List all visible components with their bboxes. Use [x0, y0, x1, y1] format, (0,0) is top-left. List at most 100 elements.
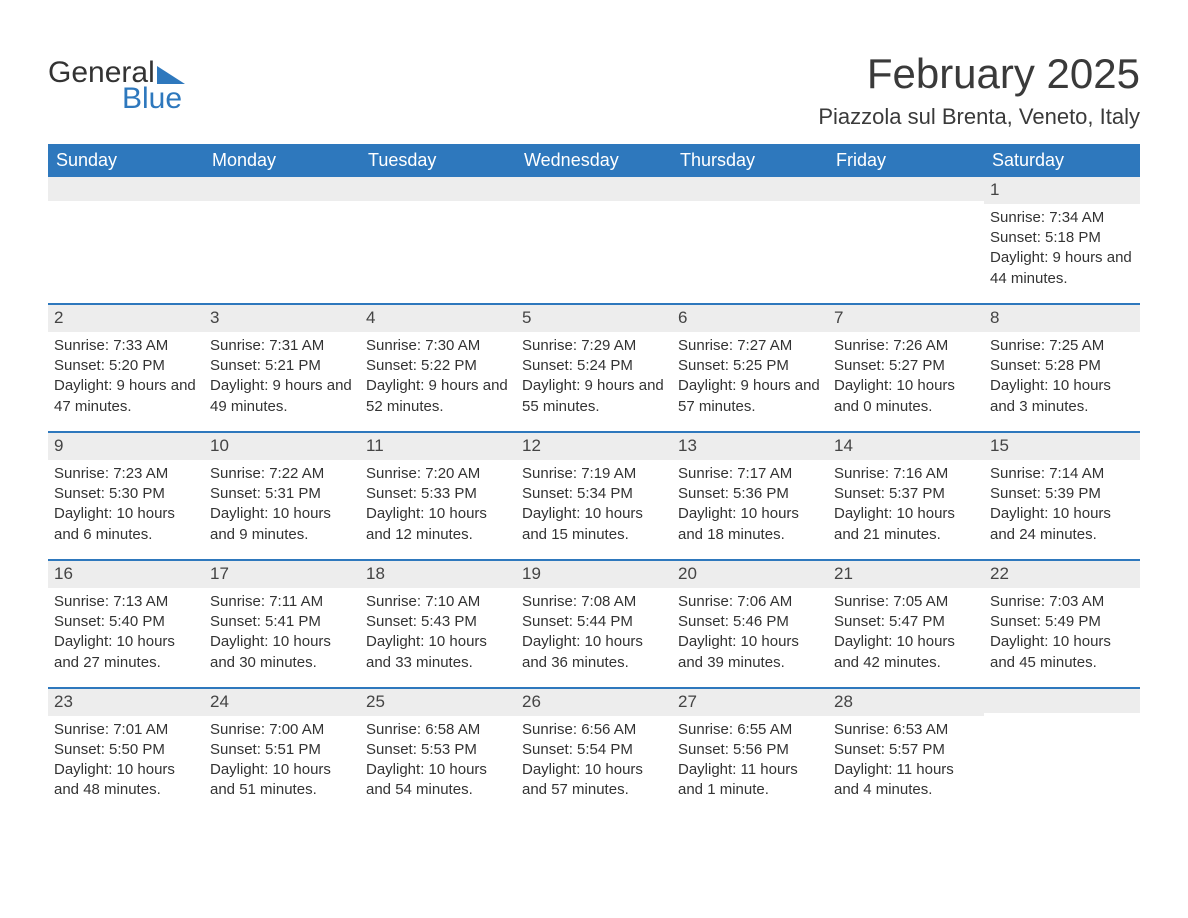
- sunset-text: Sunset: 5:31 PM: [210, 484, 354, 504]
- calendar-day: 13Sunrise: 7:17 AMSunset: 5:36 PMDayligh…: [672, 433, 828, 559]
- sunset-text: Sunset: 5:24 PM: [522, 356, 666, 376]
- sunset-text: Sunset: 5:49 PM: [990, 612, 1134, 632]
- logo-word2: Blue: [48, 84, 185, 114]
- title-block: February 2025 Piazzola sul Brenta, Venet…: [818, 50, 1140, 130]
- calendar-weeks: 1Sunrise: 7:34 AMSunset: 5:18 PMDaylight…: [48, 177, 1140, 815]
- weekday-header: Friday: [828, 144, 984, 177]
- daylight-text: Daylight: 10 hours and 54 minutes.: [366, 760, 510, 801]
- weekday-header: Monday: [204, 144, 360, 177]
- sunrise-text: Sunrise: 7:31 AM: [210, 336, 354, 356]
- day-number: 14: [828, 433, 984, 460]
- day-number: 21: [828, 561, 984, 588]
- sunrise-text: Sunrise: 7:22 AM: [210, 464, 354, 484]
- calendar-day: 8Sunrise: 7:25 AMSunset: 5:28 PMDaylight…: [984, 305, 1140, 431]
- sunrise-text: Sunrise: 7:00 AM: [210, 720, 354, 740]
- day-number: 18: [360, 561, 516, 588]
- sunset-text: Sunset: 5:40 PM: [54, 612, 198, 632]
- sunset-text: Sunset: 5:57 PM: [834, 740, 978, 760]
- day-number: [828, 177, 984, 201]
- day-number: 11: [360, 433, 516, 460]
- day-number: 19: [516, 561, 672, 588]
- calendar-day: [360, 177, 516, 303]
- calendar-day: 25Sunrise: 6:58 AMSunset: 5:53 PMDayligh…: [360, 689, 516, 815]
- sunrise-text: Sunrise: 7:11 AM: [210, 592, 354, 612]
- sunset-text: Sunset: 5:50 PM: [54, 740, 198, 760]
- daylight-text: Daylight: 10 hours and 12 minutes.: [366, 504, 510, 545]
- calendar-day: 22Sunrise: 7:03 AMSunset: 5:49 PMDayligh…: [984, 561, 1140, 687]
- sunrise-text: Sunrise: 7:30 AM: [366, 336, 510, 356]
- sunrise-text: Sunrise: 7:05 AM: [834, 592, 978, 612]
- daylight-text: Daylight: 10 hours and 48 minutes.: [54, 760, 198, 801]
- day-number: 9: [48, 433, 204, 460]
- daylight-text: Daylight: 10 hours and 57 minutes.: [522, 760, 666, 801]
- sunrise-text: Sunrise: 7:08 AM: [522, 592, 666, 612]
- day-number: 28: [828, 689, 984, 716]
- calendar-week: 23Sunrise: 7:01 AMSunset: 5:50 PMDayligh…: [48, 687, 1140, 815]
- day-number: 12: [516, 433, 672, 460]
- calendar-day: [828, 177, 984, 303]
- calendar-day: 12Sunrise: 7:19 AMSunset: 5:34 PMDayligh…: [516, 433, 672, 559]
- calendar-day: 16Sunrise: 7:13 AMSunset: 5:40 PMDayligh…: [48, 561, 204, 687]
- daylight-text: Daylight: 10 hours and 33 minutes.: [366, 632, 510, 673]
- calendar-day: 9Sunrise: 7:23 AMSunset: 5:30 PMDaylight…: [48, 433, 204, 559]
- day-number: 10: [204, 433, 360, 460]
- day-number: 25: [360, 689, 516, 716]
- calendar-day: [204, 177, 360, 303]
- day-number: 22: [984, 561, 1140, 588]
- weekday-header: Tuesday: [360, 144, 516, 177]
- day-number: 6: [672, 305, 828, 332]
- daylight-text: Daylight: 9 hours and 52 minutes.: [366, 376, 510, 417]
- daylight-text: Daylight: 10 hours and 36 minutes.: [522, 632, 666, 673]
- sunrise-text: Sunrise: 7:14 AM: [990, 464, 1134, 484]
- sunset-text: Sunset: 5:20 PM: [54, 356, 198, 376]
- calendar-day: 3Sunrise: 7:31 AMSunset: 5:21 PMDaylight…: [204, 305, 360, 431]
- month-title: February 2025: [818, 50, 1140, 98]
- day-number: 1: [984, 177, 1140, 204]
- day-number: [360, 177, 516, 201]
- day-number: 20: [672, 561, 828, 588]
- day-number: 26: [516, 689, 672, 716]
- calendar-day: 28Sunrise: 6:53 AMSunset: 5:57 PMDayligh…: [828, 689, 984, 815]
- day-number: [672, 177, 828, 201]
- daylight-text: Daylight: 9 hours and 57 minutes.: [678, 376, 822, 417]
- daylight-text: Daylight: 9 hours and 47 minutes.: [54, 376, 198, 417]
- day-number: 2: [48, 305, 204, 332]
- daylight-text: Daylight: 10 hours and 24 minutes.: [990, 504, 1134, 545]
- sunrise-text: Sunrise: 7:34 AM: [990, 208, 1134, 228]
- calendar-day: [984, 689, 1140, 815]
- calendar-day: 21Sunrise: 7:05 AMSunset: 5:47 PMDayligh…: [828, 561, 984, 687]
- daylight-text: Daylight: 9 hours and 49 minutes.: [210, 376, 354, 417]
- day-number: 23: [48, 689, 204, 716]
- weekday-header: Sunday: [48, 144, 204, 177]
- day-number: [516, 177, 672, 201]
- daylight-text: Daylight: 10 hours and 51 minutes.: [210, 760, 354, 801]
- daylight-text: Daylight: 10 hours and 18 minutes.: [678, 504, 822, 545]
- calendar-day: 26Sunrise: 6:56 AMSunset: 5:54 PMDayligh…: [516, 689, 672, 815]
- daylight-text: Daylight: 10 hours and 9 minutes.: [210, 504, 354, 545]
- calendar-day: 2Sunrise: 7:33 AMSunset: 5:20 PMDaylight…: [48, 305, 204, 431]
- sunrise-text: Sunrise: 7:19 AM: [522, 464, 666, 484]
- day-number: 17: [204, 561, 360, 588]
- daylight-text: Daylight: 10 hours and 42 minutes.: [834, 632, 978, 673]
- daylight-text: Daylight: 10 hours and 21 minutes.: [834, 504, 978, 545]
- calendar-day: 14Sunrise: 7:16 AMSunset: 5:37 PMDayligh…: [828, 433, 984, 559]
- day-number: 13: [672, 433, 828, 460]
- calendar-day: 4Sunrise: 7:30 AMSunset: 5:22 PMDaylight…: [360, 305, 516, 431]
- day-number: 16: [48, 561, 204, 588]
- weekday-header: Wednesday: [516, 144, 672, 177]
- calendar-day: [48, 177, 204, 303]
- sunset-text: Sunset: 5:56 PM: [678, 740, 822, 760]
- sunrise-text: Sunrise: 7:27 AM: [678, 336, 822, 356]
- calendar-day: 20Sunrise: 7:06 AMSunset: 5:46 PMDayligh…: [672, 561, 828, 687]
- sunrise-text: Sunrise: 7:17 AM: [678, 464, 822, 484]
- calendar-day: 6Sunrise: 7:27 AMSunset: 5:25 PMDaylight…: [672, 305, 828, 431]
- daylight-text: Daylight: 10 hours and 39 minutes.: [678, 632, 822, 673]
- day-number: 4: [360, 305, 516, 332]
- daylight-text: Daylight: 10 hours and 15 minutes.: [522, 504, 666, 545]
- sunset-text: Sunset: 5:51 PM: [210, 740, 354, 760]
- daylight-text: Daylight: 10 hours and 45 minutes.: [990, 632, 1134, 673]
- daylight-text: Daylight: 10 hours and 3 minutes.: [990, 376, 1134, 417]
- sunset-text: Sunset: 5:28 PM: [990, 356, 1134, 376]
- calendar-week: 9Sunrise: 7:23 AMSunset: 5:30 PMDaylight…: [48, 431, 1140, 559]
- sunset-text: Sunset: 5:30 PM: [54, 484, 198, 504]
